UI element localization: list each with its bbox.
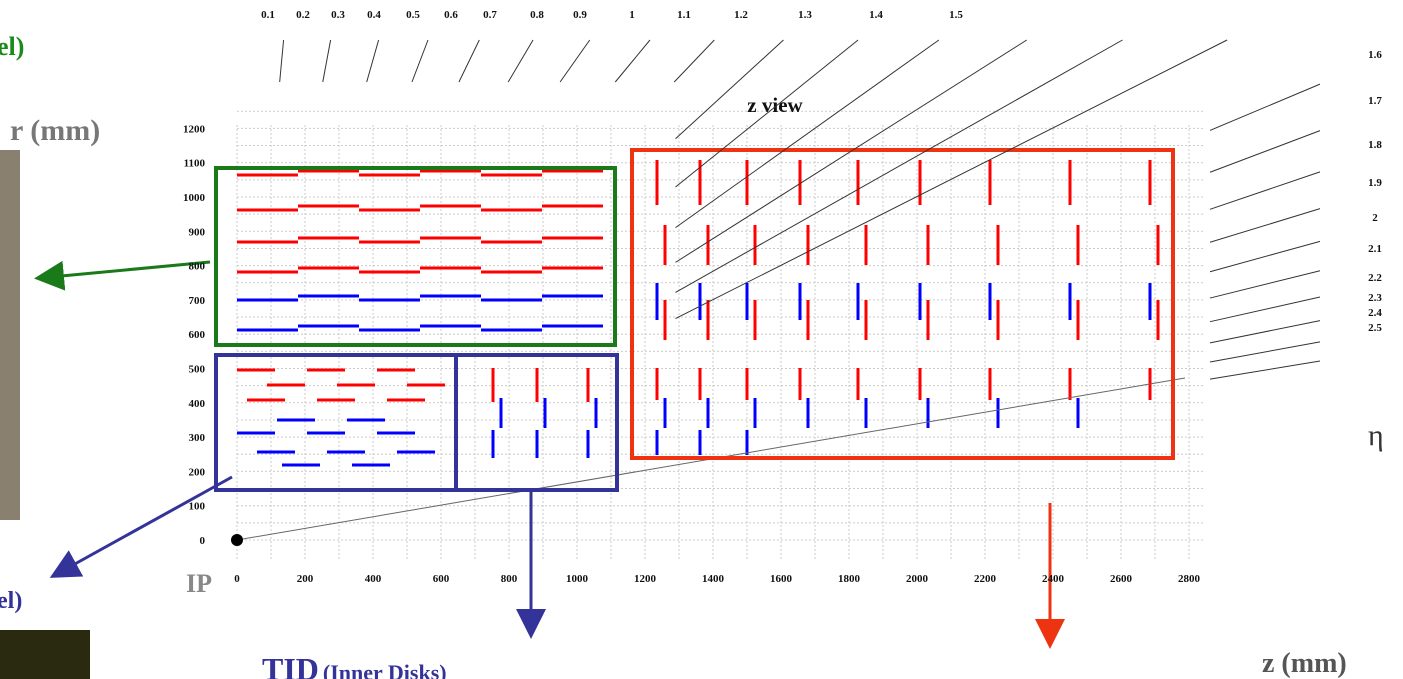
eta-line — [1210, 342, 1320, 362]
eta-label: 0.6 — [444, 9, 458, 21]
arrow — [55, 477, 232, 575]
eta-label: 1.4 — [869, 9, 883, 21]
eta-line — [1210, 361, 1320, 379]
x-tick-label: 400 — [365, 573, 382, 585]
grid — [237, 111, 1205, 560]
label: el) — [0, 588, 22, 614]
x-tick-label: 2800 — [1178, 573, 1201, 585]
diagram: el) r (mm) z view IP el) TID (Inner Disk… — [0, 0, 1403, 679]
x-tick-label: 0 — [234, 573, 240, 585]
eta-line — [675, 40, 938, 228]
tib-box — [216, 355, 456, 490]
eta-line — [280, 40, 284, 82]
x-tick-label: 2400 — [1042, 573, 1065, 585]
eta-line — [675, 40, 1227, 319]
y-tick-label: 700 — [189, 295, 206, 307]
y-tick-label: 600 — [189, 329, 206, 341]
y-tick-label: 1200 — [183, 123, 206, 135]
label: IP — [186, 569, 212, 598]
eta-symbol: η — [1368, 419, 1384, 452]
eta-label: 2.3 — [1368, 292, 1382, 304]
title: z view — [747, 93, 803, 117]
x-tick-label: 1800 — [838, 573, 861, 585]
eta-line — [674, 40, 714, 82]
eta-line — [508, 40, 533, 82]
eta-label: 0.9 — [573, 9, 587, 21]
x-tick-label: 200 — [297, 573, 314, 585]
detector-layout — [237, 160, 1158, 465]
eta-label: 1.7 — [1368, 95, 1382, 107]
eta-label: 1.6 — [1368, 49, 1382, 61]
eta-line — [1210, 271, 1320, 298]
eta-line — [1210, 297, 1320, 322]
eta-label: 1.2 — [734, 9, 748, 21]
eta-line — [1210, 84, 1320, 130]
x-tick-label: 2000 — [906, 573, 929, 585]
y-tick-label: 800 — [189, 261, 206, 273]
eta-line — [1210, 321, 1320, 343]
y-tick-label: 300 — [189, 432, 206, 444]
x-tick-label: 800 — [501, 573, 518, 585]
y-tick-label: 1100 — [184, 158, 206, 170]
eta-label: 1.8 — [1368, 139, 1382, 151]
eta-label: 1.3 — [798, 9, 812, 21]
eta-line — [615, 40, 650, 82]
eta-label: 2.2 — [1368, 272, 1382, 284]
tid-subtitle: (Inner Disks) — [323, 660, 447, 679]
eta-label: 0.4 — [367, 9, 381, 21]
axis-label: z (mm) — [1262, 648, 1347, 679]
eta-label: 2.4 — [1368, 307, 1382, 319]
y-tick-label: 1000 — [183, 192, 206, 204]
eta-line — [1210, 241, 1320, 271]
eta-line — [560, 40, 590, 82]
label: el) — [0, 32, 24, 61]
y-tick-label: 100 — [189, 501, 206, 513]
tec-box — [632, 150, 1173, 458]
eta-line — [1210, 209, 1320, 243]
x-tick-label: 2200 — [974, 573, 997, 585]
photo-crop — [0, 630, 90, 679]
eta-line — [1210, 172, 1320, 209]
eta-label: 0.8 — [530, 9, 544, 21]
eta-label: 0.7 — [483, 9, 497, 21]
eta-label: 0.2 — [296, 9, 310, 21]
x-tick-label: 600 — [433, 573, 450, 585]
x-tick-label: 1000 — [566, 573, 589, 585]
eta-label: 1.1 — [677, 9, 691, 21]
y-tick-label: 200 — [189, 466, 206, 478]
y-tick-label: 500 — [189, 364, 206, 376]
axis-label: r (mm) — [10, 114, 100, 147]
tid-title: TID — [262, 651, 319, 679]
x-tick-label: 1400 — [702, 573, 725, 585]
eta-label: 1 — [629, 9, 635, 21]
photo-crop — [0, 150, 20, 520]
y-tick-label: 900 — [189, 226, 206, 238]
eta-label: 2 — [1372, 212, 1378, 224]
ip-point — [231, 534, 243, 546]
eta-label: 0.5 — [406, 9, 420, 21]
eta-line — [1210, 131, 1320, 173]
eta-line — [412, 40, 428, 82]
x-tick-label: 1200 — [634, 573, 657, 585]
eta-label: 2.5 — [1368, 322, 1382, 334]
eta-label: 1.5 — [949, 9, 963, 21]
eta-line — [323, 40, 331, 82]
x-tick-label: 1600 — [770, 573, 793, 585]
eta-line — [459, 40, 479, 82]
y-tick-label: 400 — [189, 398, 206, 410]
eta-label: 2.1 — [1368, 243, 1382, 255]
arrow — [40, 262, 210, 278]
eta-label: 0.1 — [261, 9, 275, 21]
eta-label: 0.3 — [331, 9, 345, 21]
tid-label: TID (Inner Disks) — [262, 651, 447, 679]
tob-box — [216, 168, 615, 345]
eta-label: 1.9 — [1368, 177, 1382, 189]
eta-line — [675, 40, 783, 139]
x-tick-label: 2600 — [1110, 573, 1133, 585]
eta-line — [367, 40, 379, 82]
y-tick-label: 0 — [200, 535, 206, 547]
